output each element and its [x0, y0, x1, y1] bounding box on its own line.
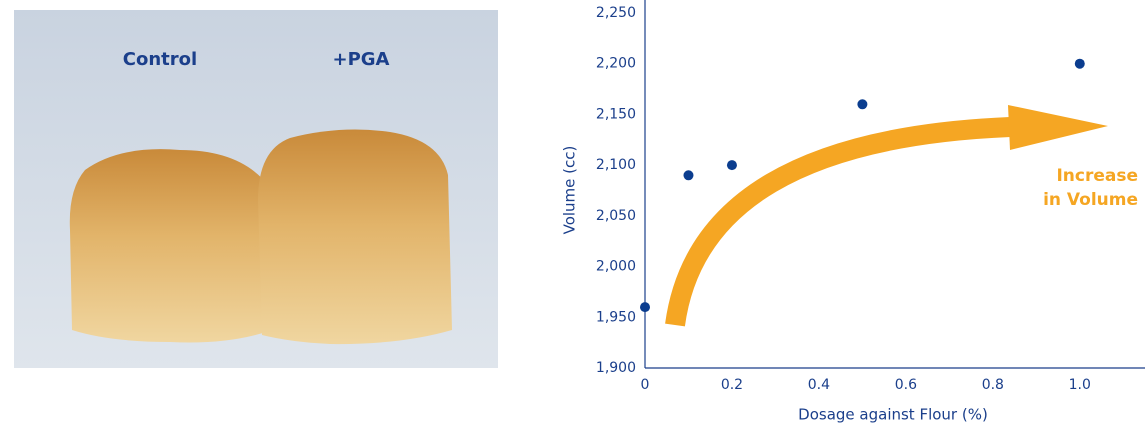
- y-tick-label: 2,250: [596, 5, 636, 21]
- bread-pga: [258, 130, 452, 345]
- x-tick-label: 0.4: [808, 377, 830, 393]
- x-tick-label: 0.8: [982, 377, 1004, 393]
- x-tick-label: 0.6: [895, 377, 917, 393]
- data-point: [640, 302, 650, 312]
- data-point: [727, 160, 737, 170]
- arrow-head: [1008, 105, 1108, 150]
- bread-control: [70, 149, 272, 342]
- y-tick-label: 1,900: [596, 360, 636, 376]
- y-tick-label: 2,200: [596, 56, 636, 72]
- y-tick-label: 2,150: [596, 106, 636, 122]
- y-tick-label: 2,050: [596, 208, 636, 224]
- arrow-body: [675, 127, 1010, 325]
- trend-arrow: [675, 105, 1108, 325]
- x-tick-label: 1.0: [1069, 377, 1091, 393]
- y-tick-label: 2,000: [596, 259, 636, 275]
- y-tick-label: 2,100: [596, 157, 636, 173]
- annotation: Increase: [1056, 166, 1138, 186]
- annotation: in Volume: [1043, 190, 1138, 210]
- photo: Control +PGA: [14, 10, 498, 368]
- photo-label: Control: [123, 49, 197, 70]
- x-axis-title: Dosage against Flour (%): [798, 406, 988, 424]
- photo-label: +PGA: [333, 49, 390, 70]
- y-tick-label: 1,950: [596, 309, 636, 325]
- x-tick-label: 0.2: [721, 377, 743, 393]
- data-point: [1075, 59, 1085, 69]
- data-point: [683, 170, 693, 180]
- x-tick-label: 0: [641, 377, 650, 393]
- y-axis-title: Volume (cc): [561, 146, 579, 235]
- data-point: [857, 99, 867, 109]
- page: Control +PGA Increase in Volume Dosage a…: [0, 0, 1145, 426]
